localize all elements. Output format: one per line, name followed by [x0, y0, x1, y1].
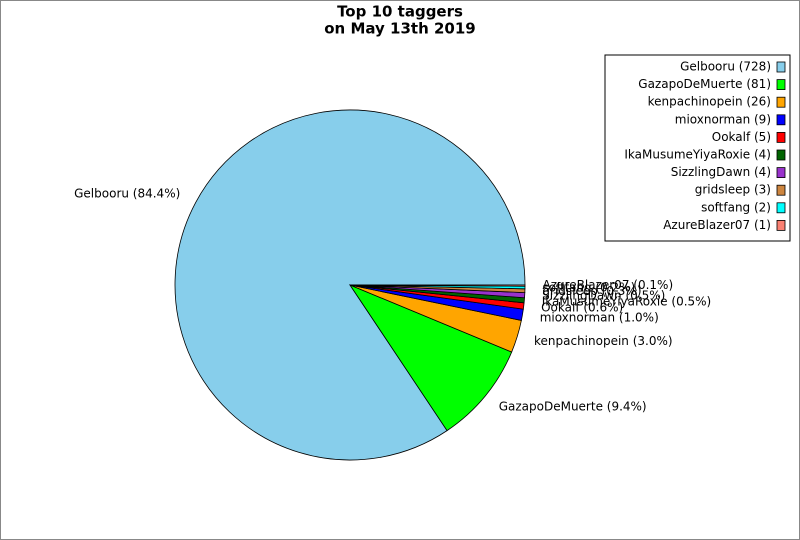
legend-swatch	[776, 131, 786, 143]
legend-swatch	[776, 149, 786, 161]
legend-swatch	[776, 79, 786, 90]
legend-swatch	[776, 184, 786, 196]
slice-label: kenpachinopein (3.0%)	[534, 334, 673, 348]
legend-swatch	[776, 167, 786, 179]
legend-label: softfang (2)	[701, 200, 771, 214]
legend-label: mioxnorman (9)	[675, 112, 771, 126]
legend-label: gridsleep (3)	[695, 183, 771, 197]
slice-label: Gelbooru (84.4%)	[74, 187, 180, 201]
legend-swatch	[776, 96, 786, 108]
pie-slice	[348, 284, 513, 432]
chart-title: on May 13th 2019	[324, 20, 476, 38]
legend-box	[604, 54, 791, 242]
legend-swatch	[776, 202, 786, 214]
chart-title: Top 10 taggers	[337, 3, 463, 21]
slice-label: gridsleep (0.3%)	[542, 284, 641, 298]
legend-label: IkaMusumeYiyaRoxie (4)	[624, 148, 771, 162]
slice-label: mioxnorman (1.0%)	[540, 310, 659, 324]
legend-label: SizzlingDawn (4)	[671, 165, 771, 179]
slice-label: AzureBlazer07 (0.1%)	[542, 278, 673, 292]
slice-label: softfang (0.2%)	[542, 280, 635, 294]
legend-label: kenpachinopein (26)	[648, 95, 771, 109]
legend-label: Ookalf (5)	[712, 130, 771, 144]
legend-label: Gelbooru (728)	[680, 60, 771, 74]
legend-swatch	[776, 61, 786, 73]
legend-swatch	[776, 114, 786, 126]
slice-label: Ookalf (0.6%)	[541, 301, 623, 315]
slice-label: GazapoDeMuerte (9.4%)	[499, 400, 647, 414]
legend-label: AzureBlazer07 (1)	[663, 218, 771, 232]
slice-label: SizzlingDawn (0.5%)	[542, 289, 665, 303]
legend-label: GazapoDeMuerte (81)	[638, 77, 771, 91]
slice-label: IkaMusumeYiyaRoxie (0.5%)	[542, 294, 711, 308]
pie-slice	[349, 284, 526, 287]
legend-swatch	[776, 219, 786, 231]
